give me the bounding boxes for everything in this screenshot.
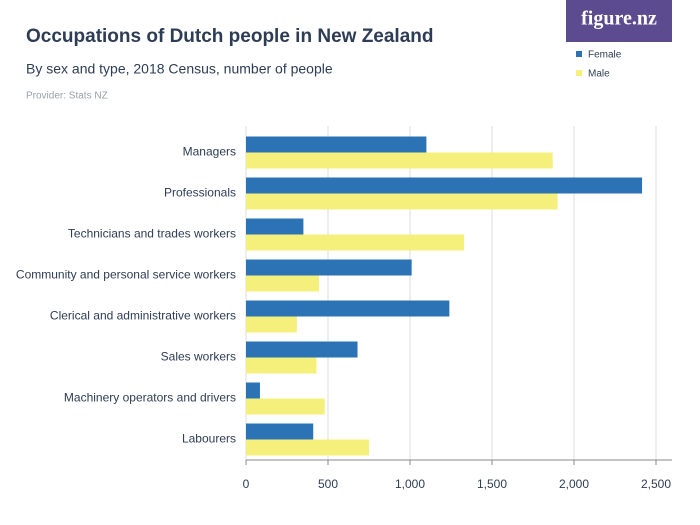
y-tick-label: Managers bbox=[183, 145, 236, 159]
x-tick-label: 500 bbox=[318, 477, 338, 491]
bar bbox=[246, 423, 314, 440]
chart-title: Occupations of Dutch people in New Zeala… bbox=[26, 26, 434, 47]
bar bbox=[246, 439, 369, 456]
bar bbox=[246, 259, 412, 276]
y-tick-label: Clerical and administrative workers bbox=[50, 309, 236, 323]
logo: figure.nz bbox=[581, 8, 657, 30]
bar bbox=[246, 193, 558, 210]
legend-label: Male bbox=[588, 69, 610, 80]
bar bbox=[246, 275, 319, 292]
x-tick-label: 1,000 bbox=[395, 477, 425, 491]
bar bbox=[246, 300, 450, 317]
x-tick-label: 1,500 bbox=[477, 477, 507, 491]
legend-swatch bbox=[576, 51, 582, 57]
bar bbox=[246, 398, 325, 415]
y-tick-label: Technicians and trades workers bbox=[68, 227, 236, 241]
bar bbox=[246, 234, 465, 251]
bar bbox=[246, 152, 553, 169]
bar bbox=[246, 316, 297, 333]
bar bbox=[246, 341, 358, 358]
x-tick-label: 2,500 bbox=[641, 477, 671, 491]
provider: Provider: Stats NZ bbox=[26, 91, 108, 102]
y-tick-label: Machinery operators and drivers bbox=[64, 391, 236, 405]
bar bbox=[246, 382, 260, 399]
y-tick-label: Professionals bbox=[164, 186, 236, 200]
y-tick-label: Labourers bbox=[182, 432, 236, 446]
legend-swatch bbox=[576, 70, 582, 76]
legend-label: Female bbox=[588, 50, 622, 61]
bar bbox=[246, 136, 427, 153]
x-tick-label: 0 bbox=[243, 477, 250, 491]
y-tick-label: Sales workers bbox=[161, 350, 236, 364]
x-tick-label: 2,000 bbox=[559, 477, 589, 491]
bar bbox=[246, 357, 317, 374]
y-tick-label: Community and personal service workers bbox=[16, 268, 236, 282]
bar bbox=[246, 177, 643, 194]
bar bbox=[246, 218, 304, 235]
logo-box bbox=[566, 0, 672, 42]
chart-subtitle: By sex and type, 2018 Census, number of … bbox=[26, 61, 333, 77]
